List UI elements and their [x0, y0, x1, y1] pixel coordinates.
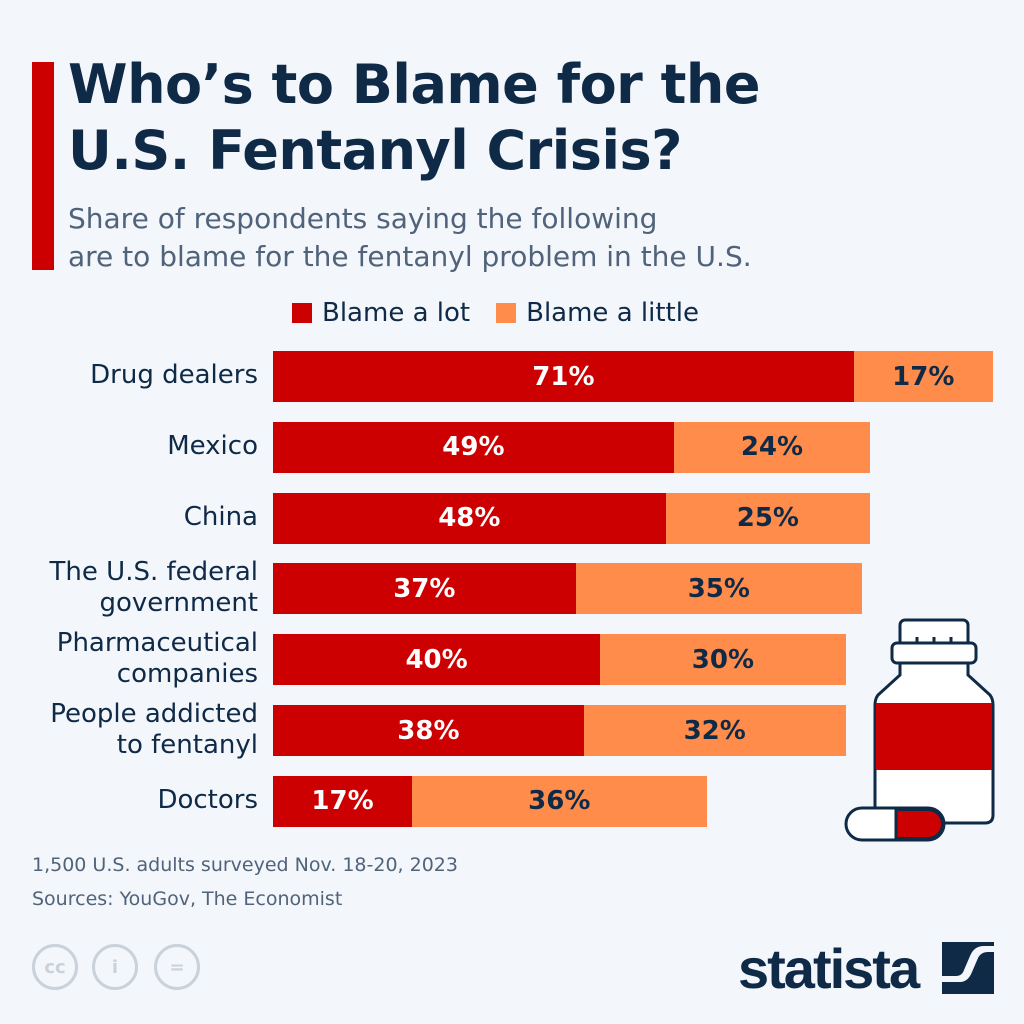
- bar-blame-a-little: 24%: [673, 421, 871, 473]
- legend-swatch: [292, 303, 312, 323]
- brand-text: statista: [738, 937, 920, 1000]
- category-label-line: Doctors: [157, 784, 258, 815]
- category-label-line: government: [99, 587, 258, 618]
- category-label-line: The U.S. federal: [49, 556, 258, 587]
- category-label-line: to fentanyl: [116, 729, 258, 760]
- bar-blame-a-lot: 48%: [273, 492, 666, 544]
- bar-blame-a-lot: 49%: [273, 421, 674, 473]
- category-label-line: Drug dealers: [90, 360, 258, 390]
- data-label: 30%: [691, 644, 754, 675]
- bar-blame-a-lot: 40%: [273, 634, 601, 686]
- bar-blame-a-little: 35%: [575, 563, 862, 615]
- category-label: People addicted to fentanyl: [50, 699, 258, 761]
- data-label: 37%: [393, 573, 456, 604]
- survey-note: 1,500 U.S. adults surveyed Nov. 18-20, 2…: [32, 854, 458, 876]
- attribution-icon[interactable]: i: [92, 944, 138, 990]
- attribution-icon-text: i: [111, 956, 119, 978]
- bar-blame-a-lot: 17%: [273, 775, 413, 827]
- category-label-line: Pharmaceutical: [56, 627, 258, 658]
- bar-blame-a-lot: 37%: [273, 563, 576, 615]
- data-label: 49%: [442, 432, 505, 463]
- legend-label: Blame a lot: [322, 298, 471, 328]
- data-label: 24%: [740, 432, 804, 463]
- category-label: Doctors: [157, 785, 258, 816]
- category-label: Drug dealers: [90, 360, 258, 391]
- category-label-line: People addicted: [50, 698, 258, 729]
- data-label: 17%: [892, 361, 955, 392]
- legend-item-blame-a-lot: Blame a lot: [292, 298, 470, 328]
- cc-icon-text: cc: [44, 956, 66, 978]
- data-label: 17%: [311, 786, 374, 817]
- bar-blame-a-little: 17%: [853, 351, 993, 402]
- category-label-line: companies: [116, 658, 258, 689]
- category-label: China: [184, 502, 258, 533]
- category-label: Pharmaceutical companies: [57, 628, 258, 690]
- cc-license-icon[interactable]: cc: [32, 944, 78, 990]
- pill-bottle-icon: [844, 618, 995, 842]
- data-label: 36%: [528, 786, 591, 817]
- subtitle-line: Share of respondents saying the followin…: [68, 202, 658, 235]
- data-label: 48%: [438, 503, 501, 534]
- category-label: The U.S. federal government: [50, 557, 258, 619]
- bar-blame-a-lot: 38%: [273, 705, 584, 756]
- category-label: Mexico: [167, 431, 258, 462]
- legend-label: Blame a little: [526, 298, 699, 328]
- data-label: 35%: [687, 573, 750, 604]
- data-label: 40%: [405, 644, 468, 675]
- accent-bar: [32, 62, 54, 270]
- nd-icon-text: =: [169, 956, 185, 978]
- no-derivatives-icon[interactable]: =: [154, 944, 200, 990]
- category-label-line: Mexico: [167, 430, 258, 461]
- data-label: 38%: [397, 715, 460, 746]
- title-line: Who’s to Blame for the: [68, 53, 760, 116]
- sources: Sources: YouGov, The Economist: [32, 888, 343, 910]
- title-line: U.S. Fentanyl Crisis?: [68, 119, 682, 182]
- bar-blame-a-little: 25%: [665, 492, 871, 544]
- data-label: 32%: [683, 715, 746, 746]
- category-label-line: China: [183, 501, 258, 532]
- bar-blame-a-little: 32%: [583, 705, 846, 756]
- data-label: 25%: [736, 503, 799, 534]
- bar-blame-a-little: 30%: [600, 634, 846, 686]
- statista-logo-icon: [942, 942, 994, 994]
- legend-item-blame-a-little: Blame a little: [496, 298, 699, 328]
- statista-logo[interactable]: statista: [738, 936, 920, 1001]
- bar-blame-a-little: 36%: [412, 775, 707, 827]
- data-label: 71%: [532, 361, 595, 392]
- subtitle-line: are to blame for the fentanyl problem in…: [68, 240, 752, 273]
- chart-title: Who’s to Blame for the U.S. Fentanyl Cri…: [68, 52, 760, 184]
- bar-blame-a-lot: 71%: [273, 351, 854, 402]
- legend: Blame a lot Blame a little: [292, 298, 699, 328]
- chart-subtitle: Share of respondents saying the followin…: [68, 200, 752, 276]
- legend-swatch: [496, 303, 517, 323]
